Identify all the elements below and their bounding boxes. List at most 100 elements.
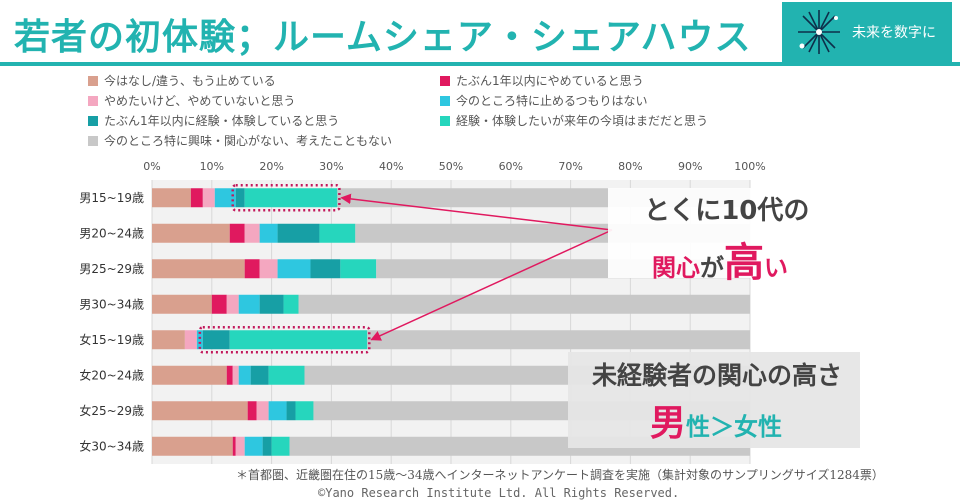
- x-tick-label: 100%: [734, 160, 765, 173]
- legend-label: やめたいけど、やめていないと思う: [104, 94, 296, 108]
- legend-label: 経験・体験したいが来年の今頃はまだだと思う: [456, 114, 709, 128]
- bar-segment: [277, 223, 320, 243]
- category-label: 女25~29歳: [79, 403, 144, 418]
- bar-segment: [259, 294, 284, 314]
- highlight-box: [231, 184, 341, 212]
- bar-segment: [235, 188, 245, 208]
- legend-item: たぶん1年以内にやめていると思う: [440, 72, 644, 89]
- page-title: 若者の初体験；ルームシェア・シェアハウス: [14, 17, 752, 58]
- legend-swatch: [440, 75, 450, 86]
- callout-gender-part2: 性＞女性: [686, 413, 783, 441]
- legend-swatch: [88, 75, 98, 86]
- callout-gender-male: 男: [650, 403, 687, 444]
- x-tick-label: 60%: [499, 160, 523, 173]
- bar-segment: [286, 401, 296, 421]
- callout-teen-part3: 高: [724, 240, 764, 286]
- legend-swatch: [88, 135, 98, 146]
- legend-swatch: [440, 115, 450, 126]
- bar-segment: [229, 223, 245, 243]
- footnote: ＊首都圏、近畿圏在住の15歳～34歳へインターネットアンケート調査を実施（集計対…: [236, 468, 884, 482]
- callout-gender-backdrop: [568, 352, 860, 448]
- category-label: 女30~34歳: [79, 438, 144, 453]
- x-tick-label: 90%: [678, 160, 702, 173]
- logo-text: 未来を数字に: [852, 25, 936, 41]
- callout-gender-line2: 男性＞女性: [650, 394, 782, 446]
- bar-segment: [238, 365, 251, 385]
- x-tick-label: 10%: [200, 160, 224, 173]
- callout-teen-part4: い: [764, 254, 788, 282]
- bar-segment: [250, 365, 269, 385]
- bar-segment: [262, 436, 272, 456]
- bar-segment: [268, 401, 287, 421]
- legend-label: たぶん1年以内にやめていると思う: [456, 74, 644, 88]
- bar-segment: [295, 401, 314, 421]
- bar-segment: [319, 223, 356, 243]
- x-tick-label: 40%: [379, 160, 403, 173]
- bar-segment: [232, 436, 236, 456]
- bar-segment: [340, 259, 377, 279]
- bar-segment: [244, 436, 263, 456]
- legend-item: やめたいけど、やめていないと思う: [88, 92, 295, 109]
- bar-segment: [152, 330, 185, 350]
- legend-label: 今はなし/違う、もう止めている: [104, 74, 276, 88]
- category-label: 女20~24歳: [79, 367, 144, 382]
- x-tick-label: 0%: [143, 160, 160, 173]
- callout-arrow: [370, 229, 613, 341]
- bar-segment: [235, 436, 245, 456]
- bar-segment: [244, 188, 338, 208]
- callout-teen-part2: が: [700, 254, 724, 282]
- bar-segment: [298, 294, 750, 314]
- header: 若者の初体験；ルームシェア・シェアハウス 未来を数字に: [0, 0, 960, 66]
- legend-item: 経験・体験したいが来年の今頃はまだだと思う: [440, 112, 708, 129]
- bar-segment: [232, 365, 239, 385]
- legend-item: たぶん1年以内に経験・体験していると思う: [88, 112, 339, 129]
- bar-segment: [152, 365, 227, 385]
- bar-segment: [247, 401, 257, 421]
- bar-segment: [259, 259, 278, 279]
- bar-segment: [367, 330, 750, 350]
- category-label: 男20~24歳: [79, 226, 144, 240]
- legend-label: 今のところ特に興味・関心がない、考えたこともない: [104, 134, 393, 148]
- bar-segment: [244, 223, 260, 243]
- bar-segment: [229, 330, 368, 350]
- x-tick-label: 80%: [618, 160, 642, 173]
- bar-segment: [152, 223, 230, 243]
- copyright: ©Yano Research Institute Ltd. All Rights…: [318, 486, 680, 500]
- legend-label: 今のところ特に止めるつもりはない: [456, 94, 648, 108]
- bar-segment: [202, 188, 215, 208]
- bar-segment: [277, 259, 311, 279]
- bar-segment: [190, 188, 203, 208]
- bar-segment: [202, 330, 230, 350]
- bar-segment: [152, 294, 212, 314]
- callout-teen-part1: 関心: [652, 254, 700, 282]
- category-label: 男15~19歳: [79, 191, 144, 205]
- x-tick-label: 50%: [439, 160, 463, 173]
- legend-swatch: [88, 95, 98, 106]
- bar-segment: [152, 259, 245, 279]
- bar-segment: [211, 294, 227, 314]
- x-tick-label: 70%: [558, 160, 582, 173]
- bar-segment: [152, 436, 233, 456]
- bar-segment: [256, 401, 269, 421]
- bar-segment: [268, 365, 305, 385]
- bar-segment: [226, 365, 233, 385]
- callout-teen-backdrop: [608, 188, 838, 278]
- bar-segment: [238, 294, 260, 314]
- callout-teen-line2: 関心が高い: [652, 230, 788, 288]
- bar-segment: [259, 223, 278, 243]
- brand-logo: 未来を数字に: [782, 2, 952, 62]
- bar-segment: [214, 188, 236, 208]
- x-tick-label: 20%: [259, 160, 283, 173]
- bar-segment: [310, 259, 341, 279]
- legend-swatch: [88, 115, 98, 126]
- callout-teen-line1: とくに10代の: [644, 196, 810, 226]
- highlight-box: [198, 326, 371, 354]
- legend-item: 今のところ特に止めるつもりはない: [440, 92, 648, 109]
- legend-item: 今はなし/違う、もう止めている: [88, 72, 276, 89]
- legend-label: たぶん1年以内に経験・体験していると思う: [104, 114, 340, 128]
- callout-arrow: [340, 193, 613, 231]
- bar-segment: [196, 330, 203, 350]
- title-underline: [0, 62, 960, 66]
- legend-item: 今のところ特に興味・関心がない、考えたこともない: [88, 132, 392, 149]
- bar-segment: [271, 436, 290, 456]
